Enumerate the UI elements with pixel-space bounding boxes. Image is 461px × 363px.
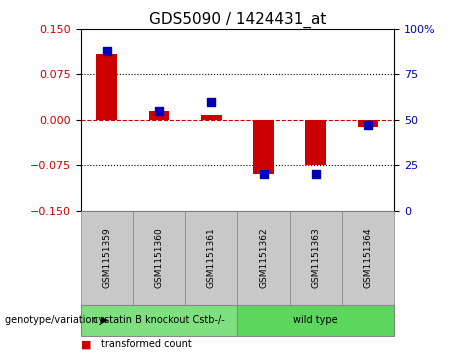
Text: GSM1151360: GSM1151360 — [154, 227, 164, 288]
Text: GSM1151362: GSM1151362 — [259, 227, 268, 288]
Point — [155, 108, 163, 114]
Bar — [253, 120, 274, 174]
Point — [207, 99, 215, 105]
Point — [103, 48, 111, 54]
Point — [260, 171, 267, 177]
Text: cystatin B knockout Cstb-/-: cystatin B knockout Cstb-/- — [93, 315, 225, 325]
Text: transformed count: transformed count — [101, 339, 192, 350]
Point — [312, 171, 319, 177]
Bar — [148, 111, 170, 120]
Text: wild type: wild type — [294, 315, 338, 325]
Title: GDS5090 / 1424431_at: GDS5090 / 1424431_at — [149, 12, 326, 28]
Text: GSM1151364: GSM1151364 — [364, 227, 372, 288]
Bar — [358, 120, 378, 127]
Text: ■: ■ — [81, 339, 91, 350]
Text: GSM1151359: GSM1151359 — [102, 227, 111, 288]
Text: genotype/variation ▶: genotype/variation ▶ — [5, 315, 108, 325]
Bar — [201, 115, 222, 120]
Bar — [96, 54, 117, 120]
Point — [364, 122, 372, 128]
Text: GSM1151363: GSM1151363 — [311, 227, 320, 288]
Bar — [305, 120, 326, 165]
Text: GSM1151361: GSM1151361 — [207, 227, 216, 288]
